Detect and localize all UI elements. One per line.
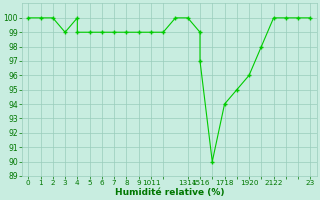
X-axis label: Humidité relative (%): Humidité relative (%) <box>115 188 224 197</box>
